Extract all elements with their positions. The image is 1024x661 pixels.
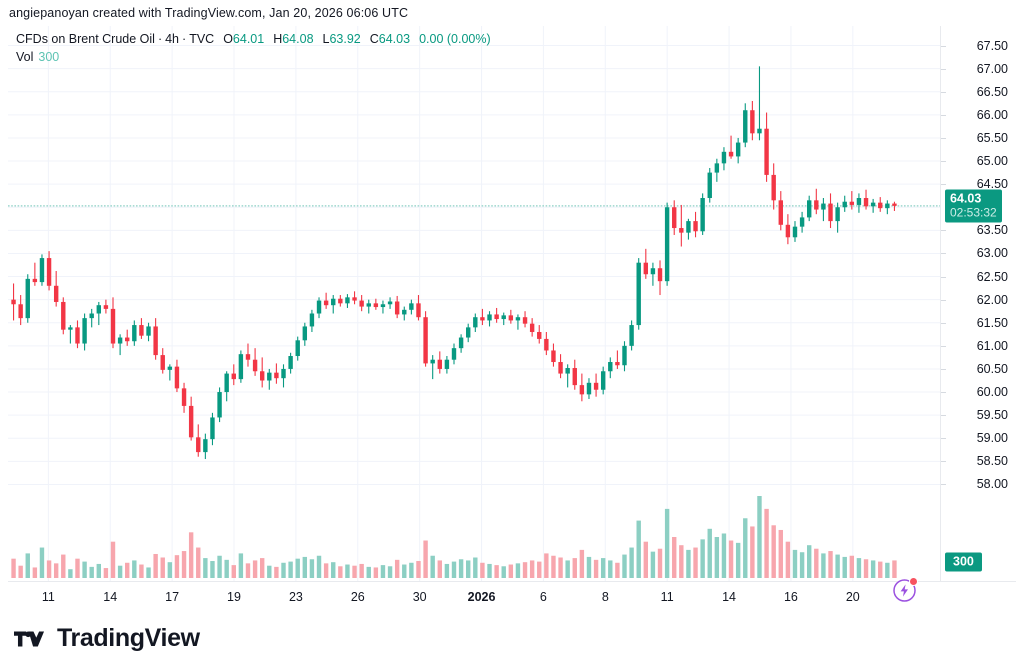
price-tick-label: 67.50 (976, 38, 1008, 53)
price-tick-label: 66.50 (976, 84, 1008, 99)
last-price-value: 64.03 (950, 191, 982, 206)
time-tick-label: 11 (41, 590, 55, 604)
price-tick-dash (941, 392, 946, 394)
price-tick-dash (941, 276, 946, 278)
price-tick-dash (941, 368, 946, 370)
price-tick-dash (941, 45, 946, 47)
time-tick-label: 16 (783, 590, 798, 604)
price-tick-dash (941, 68, 946, 70)
price-axis[interactable]: 67.50 67.00 66.50 66.00 65.50 65.00 64.50 63.50… (940, 26, 1016, 581)
time-tick-label: 17 (165, 590, 180, 604)
price-tick-label: 62.50 (976, 269, 1008, 284)
time-axis[interactable]: 11 14 17 19 23 26 30 2026 6 8 11 14 16 20 (8, 581, 1016, 611)
lightning-bolt-glyph (893, 579, 916, 602)
last-price-badge[interactable]: 64.03 02:53:32 (945, 189, 1002, 223)
bar-countdown: 02:53:32 (950, 205, 997, 220)
tradingview-wordmark: TradingView (57, 624, 200, 652)
price-tick-label: 60.50 (976, 361, 1008, 376)
price-tick-label: 60.00 (976, 385, 1008, 400)
chart-frame: CFDs on Brent Crude Oil · 4h · TVC O64.0… (8, 26, 1016, 602)
price-tick-label: 61.50 (976, 315, 1008, 330)
time-tick-label: 30 (412, 590, 427, 604)
price-tick-label: 66.00 (976, 107, 1008, 122)
price-tick-dash (941, 461, 946, 463)
price-tick-dash (941, 137, 946, 139)
price-tick-dash (941, 253, 946, 255)
tradingview-logo-icon[interactable]: TradingView (14, 624, 200, 653)
time-tick-label: 19 (227, 590, 241, 604)
price-tick-dash (941, 345, 946, 347)
price-tick-dash (941, 322, 946, 324)
time-tick-label: 20 (845, 590, 860, 604)
price-tick-dash (941, 230, 946, 232)
price-tick-label: 65.00 (976, 154, 1008, 169)
candlestick-series (11, 66, 897, 460)
price-tick-label: 64.50 (976, 177, 1008, 192)
time-tick-label: 11 (660, 590, 674, 604)
volume-histogram (11, 496, 897, 578)
lightning-bolt-icon[interactable] (892, 577, 918, 603)
price-tick-dash (941, 91, 946, 93)
time-tick-label: 26 (350, 590, 365, 604)
price-tick-label: 62.00 (976, 292, 1008, 307)
price-tick-dash (941, 299, 946, 301)
attribution-text: angiepanoyan created with TradingView.co… (9, 6, 409, 20)
attribution-bar: angiepanoyan created with TradingView.co… (0, 0, 1024, 26)
footer-bar: TradingView (0, 616, 1024, 661)
price-tick-dash (941, 184, 946, 186)
time-tick-label: 6 (539, 590, 547, 604)
time-tick-label: 14 (722, 590, 737, 604)
volume-value-badge[interactable]: 300 (945, 552, 982, 572)
time-tick-label: 8 (601, 590, 609, 604)
time-tick-label: 14 (103, 590, 118, 604)
price-tick-label: 63.00 (976, 246, 1008, 261)
price-tick-label: 59.00 (976, 431, 1008, 446)
price-tick-dash (941, 415, 946, 417)
time-tick-label: 2026 (467, 590, 496, 604)
tradingview-mark-glyph (14, 630, 45, 647)
chart-plot-area[interactable] (8, 26, 940, 581)
price-tick-dash (941, 114, 946, 116)
price-tick-label: 59.50 (976, 408, 1008, 423)
price-tick-dash (941, 438, 946, 440)
price-tick-label: 67.00 (976, 61, 1008, 76)
price-tick-label: 58.50 (976, 454, 1008, 469)
price-tick-dash (941, 161, 946, 163)
price-tick-label: 63.50 (976, 223, 1008, 238)
notification-dot (909, 577, 918, 586)
time-tick-label: 23 (288, 590, 303, 604)
price-tick-dash (941, 484, 946, 486)
price-tick-label: 65.50 (976, 130, 1008, 145)
price-tick-label: 61.00 (976, 338, 1008, 353)
price-tick-label: 58.00 (976, 477, 1008, 492)
